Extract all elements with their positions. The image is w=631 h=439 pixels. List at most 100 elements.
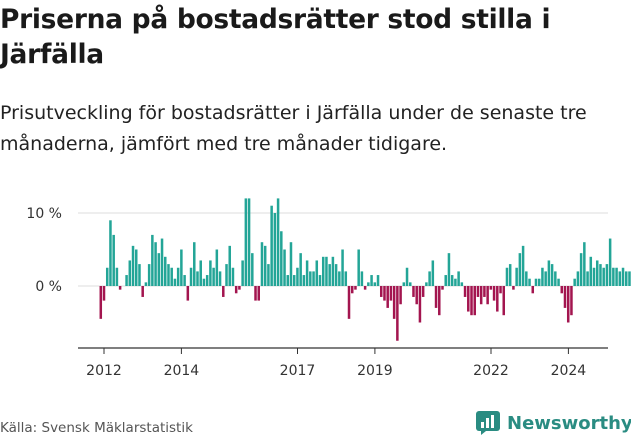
- bar: [537, 278, 541, 286]
- bar: [99, 286, 103, 319]
- bar: [376, 275, 380, 286]
- bar: [528, 278, 531, 286]
- bar: [483, 286, 486, 297]
- bar: [173, 278, 177, 286]
- bar: [460, 282, 464, 286]
- bar: [276, 198, 280, 286]
- bar: [550, 264, 554, 286]
- bar: [479, 286, 483, 305]
- bar: [164, 256, 167, 286]
- bar: [222, 286, 225, 297]
- bar: [341, 249, 344, 286]
- bar: [328, 264, 331, 286]
- bar: [470, 286, 473, 316]
- bar: [189, 267, 193, 286]
- bar: [379, 286, 383, 297]
- bar: [212, 267, 215, 286]
- bar: [309, 271, 312, 286]
- bar: [560, 286, 564, 294]
- brand-logo[interactable]: Newsworthy: [475, 408, 631, 438]
- bar: [628, 271, 631, 286]
- bar: [225, 264, 228, 286]
- bar: [105, 267, 109, 286]
- bar: [254, 286, 257, 301]
- x-axis-ticks: 2012 2014 2017 2019 2022 2024: [86, 348, 586, 379]
- y-tick-label: 10 %: [26, 206, 62, 222]
- bar: [354, 286, 357, 290]
- bar: [467, 286, 470, 312]
- bar: [431, 260, 435, 286]
- bar: [412, 286, 415, 297]
- bar: [566, 286, 570, 323]
- bar: [176, 267, 180, 286]
- bar: [505, 267, 509, 286]
- bar: [521, 245, 525, 286]
- bar: [438, 286, 441, 316]
- bar: [302, 275, 306, 286]
- bar: [525, 271, 528, 286]
- bar: [218, 271, 222, 286]
- bar: [186, 286, 190, 301]
- bar: [151, 234, 154, 286]
- bar: [144, 282, 148, 286]
- bar: [534, 278, 538, 286]
- bar: [502, 286, 505, 316]
- bar: [389, 286, 393, 301]
- bar: [128, 260, 132, 286]
- bar: [363, 286, 367, 290]
- bar: [515, 267, 518, 286]
- bar: [428, 271, 431, 286]
- bar: [415, 286, 418, 305]
- bar: [260, 242, 264, 286]
- bar: [338, 271, 341, 286]
- source-note: Källa: Svensk Mäklarstatistik: [0, 420, 193, 436]
- bar: [270, 205, 273, 286]
- bar: [618, 271, 622, 286]
- bar: [286, 275, 290, 286]
- bar: [579, 253, 583, 286]
- bar: [496, 286, 499, 312]
- bar: [396, 286, 399, 341]
- bar: [499, 286, 502, 294]
- bar: [444, 275, 447, 286]
- bar: [409, 282, 412, 286]
- bar: [554, 271, 557, 286]
- bar: [202, 278, 206, 286]
- bar: [421, 286, 425, 297]
- bar: [238, 286, 241, 290]
- bar: [367, 282, 370, 286]
- bar: [373, 282, 377, 286]
- chart-title: Priserna på bostadsrätter stod stilla i …: [0, 4, 551, 70]
- bar: [357, 249, 360, 286]
- x-tick-label: 2024: [551, 363, 587, 379]
- bar: [112, 234, 115, 286]
- bar: [263, 245, 267, 286]
- bar: [154, 242, 157, 286]
- bar: [180, 249, 183, 286]
- bar: [160, 238, 164, 286]
- x-tick-label: 2012: [86, 363, 122, 379]
- bar: [370, 275, 373, 286]
- bar: [595, 260, 599, 286]
- bar: [531, 286, 535, 294]
- bar: [299, 253, 302, 286]
- bar: [312, 271, 315, 286]
- bar: [305, 260, 309, 286]
- bar: [599, 264, 602, 286]
- bar: [518, 253, 522, 286]
- bar: [386, 286, 389, 308]
- bar: [441, 286, 444, 290]
- bar: [425, 282, 428, 286]
- bar: [283, 249, 286, 286]
- bar: [215, 249, 219, 286]
- bar: [289, 242, 293, 286]
- bar: [447, 253, 451, 286]
- bar: [347, 286, 351, 319]
- bar: [589, 256, 593, 286]
- bar: [183, 275, 186, 286]
- bar: [463, 286, 467, 297]
- bar-chart: 10 % 0 % 2012 2014 2017 2019 2022 2024 0 %: [26, 198, 631, 379]
- bar: [170, 267, 173, 286]
- bar: [350, 286, 354, 294]
- bar: [402, 282, 406, 286]
